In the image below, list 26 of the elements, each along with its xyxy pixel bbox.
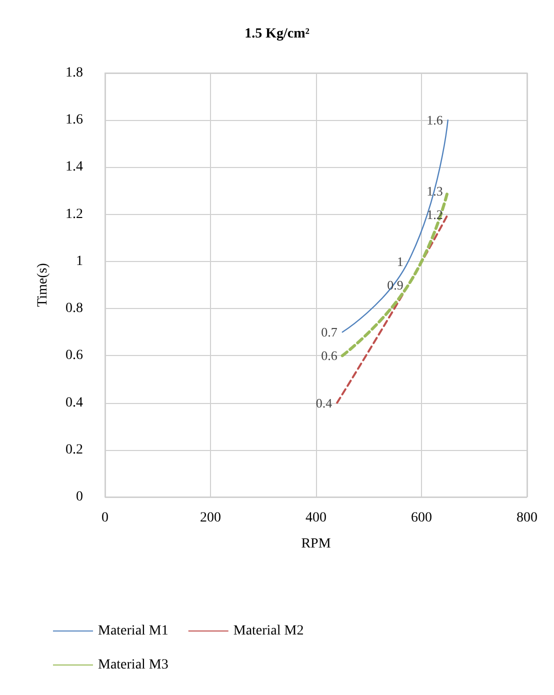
data-label: 1.6 (426, 112, 444, 128)
y-tick-label: 1.6 (66, 112, 83, 128)
x-axis-title: RPM (301, 536, 332, 552)
x-tick-label: 400 (306, 510, 326, 526)
data-label: 0.6 (321, 348, 338, 364)
legend-label: Material M2 (233, 624, 304, 638)
x-tick-label: 0 (102, 510, 108, 526)
legend-label: Material M1 (98, 624, 168, 638)
y-tick-label: 0.4 (66, 395, 83, 410)
data-label: 0.7 (321, 324, 338, 340)
y-axis-title: Time(s) (36, 262, 50, 307)
legend-label: Material M3 (98, 658, 168, 672)
y-tick-label: 0.2 (66, 442, 83, 458)
y-tick-label: 0.8 (66, 301, 83, 316)
chart-title: 1.5 Kg/cm² (244, 26, 310, 42)
y-tick-label: 1.8 (66, 66, 83, 80)
y-tick-label: 1.2 (66, 206, 83, 222)
y-tick-label: 1.4 (66, 160, 83, 175)
y-tick-label: 1 (76, 254, 83, 269)
x-tick-label: 600 (411, 510, 432, 526)
x-tick-label: 200 (200, 510, 221, 526)
x-tick-label: 800 (516, 510, 538, 526)
y-tick-label: 0.6 (66, 348, 83, 364)
y-tick-label: 0 (76, 490, 83, 504)
data-label: 0.4 (316, 395, 333, 410)
data-label: 1 (396, 254, 404, 269)
